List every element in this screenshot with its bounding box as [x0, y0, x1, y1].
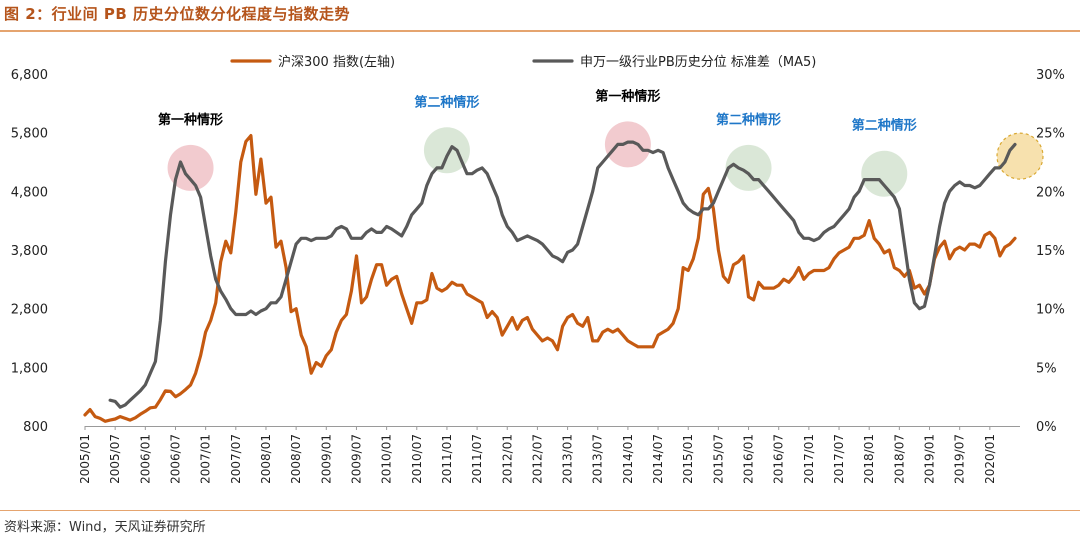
x-tick-label: 2016/01: [742, 434, 756, 484]
x-tick-label: 2014/01: [621, 434, 635, 484]
annotation-first-case: 第一种情形: [158, 112, 223, 128]
x-tick-label: 2012/01: [500, 434, 514, 484]
y-left-tick-label: 3,800: [11, 244, 48, 259]
highlight-circle-2: [423, 127, 470, 174]
x-tick-label: 2017/01: [802, 434, 816, 484]
x-tick-label: 2016/07: [772, 434, 786, 484]
x-tick-label: 2007/01: [199, 434, 213, 484]
legend-label-2: 申万一级行业PB历史分位 标准差（MA5): [580, 55, 816, 70]
x-tick-label: 2012/07: [530, 434, 544, 484]
y-right-tick-label: 0%: [1036, 420, 1057, 435]
x-tick-label: 2008/07: [289, 434, 303, 484]
x-tick-label: 2011/01: [440, 434, 454, 484]
annotation-first-case: 第一种情形: [595, 88, 660, 104]
x-tick-label: 2009/07: [349, 434, 363, 484]
annotation-second-case: 第二种情形: [414, 94, 479, 110]
y-right-tick-label: 10%: [1036, 303, 1065, 318]
highlight-circle-3: [604, 121, 651, 168]
x-tick-label: 2018/01: [862, 434, 876, 484]
y-right-tick-label: 15%: [1036, 244, 1065, 259]
y-left-tick-label: 4,800: [11, 185, 48, 200]
source-note: 资料来源：Wind，天风证券研究所: [4, 520, 206, 535]
legend: 沪深300 指数(左轴) 申万一级行业PB历史分位 标准差（MA5): [230, 54, 816, 70]
highlight-circle-1: [167, 144, 214, 191]
x-tick-label: 2010/01: [380, 434, 394, 484]
x-tick-label: 2014/07: [651, 434, 665, 484]
x-tick-label: 2015/01: [681, 434, 695, 484]
highlight-circle-4: [725, 144, 772, 191]
y-left-tick-label: 1,800: [11, 361, 48, 376]
annotation-second-case: 第二种情形: [716, 112, 781, 128]
x-tick-label: 2009/01: [319, 434, 333, 484]
y-left-tick-label: 6,800: [11, 68, 48, 83]
line-chart: 2005/01 2005/07 2006/01 2006/07 2007/01 2007/…: [11, 54, 1065, 484]
hs300-index-line: [83, 134, 1017, 423]
x-tick-label: 2017/07: [832, 434, 846, 484]
y-left-tick-label: 800: [23, 420, 48, 435]
x-tick-label: 2019/01: [923, 434, 937, 484]
axes: 2005/01 2005/07 2006/01 2006/07 2007/01 2007/…: [11, 68, 1065, 484]
pb-percentile-std-line: [108, 140, 1017, 409]
title-divider: [0, 30, 1080, 32]
highlight-circle-5: [861, 150, 908, 197]
legend-label-1: 沪深300 指数(左轴): [278, 54, 395, 70]
y-right-tick-label: 5%: [1036, 361, 1057, 376]
y-right-tick-label: 30%: [1036, 68, 1065, 83]
y-right-tick-label: 25%: [1036, 127, 1065, 142]
x-tick-label: 2013/07: [591, 434, 605, 484]
x-tick-label: 2011/07: [470, 434, 484, 484]
series-lines: [83, 134, 1017, 423]
x-tick-label: 2005/01: [78, 434, 92, 484]
y-left-tick-label: 5,800: [11, 127, 48, 142]
highlight-circle-6: [996, 132, 1044, 180]
chart-title: 图 2：行业间 PB 历史分位数分化程度与指数走势: [4, 5, 351, 23]
x-tick-label: 2006/01: [138, 434, 152, 484]
annotation-second-case: 第二种情形: [852, 118, 917, 134]
x-tick-label: 2020/01: [983, 434, 997, 484]
x-tick-label: 2015/07: [711, 434, 725, 484]
y-left-tick-label: 2,800: [11, 303, 48, 318]
x-tick-label: 2008/01: [259, 434, 273, 484]
x-tick-label: 2013/01: [561, 434, 575, 484]
x-tick-label: 2006/07: [168, 434, 182, 484]
footer-divider: [0, 510, 1080, 511]
x-tick-label: 2018/07: [892, 434, 906, 484]
x-tick-label: 2019/07: [953, 434, 967, 484]
x-tick-label: 2010/07: [410, 434, 424, 484]
x-tick-label: 2005/07: [108, 434, 122, 484]
y-right-tick-label: 20%: [1036, 185, 1065, 200]
x-tick-label: 2007/07: [229, 434, 243, 484]
